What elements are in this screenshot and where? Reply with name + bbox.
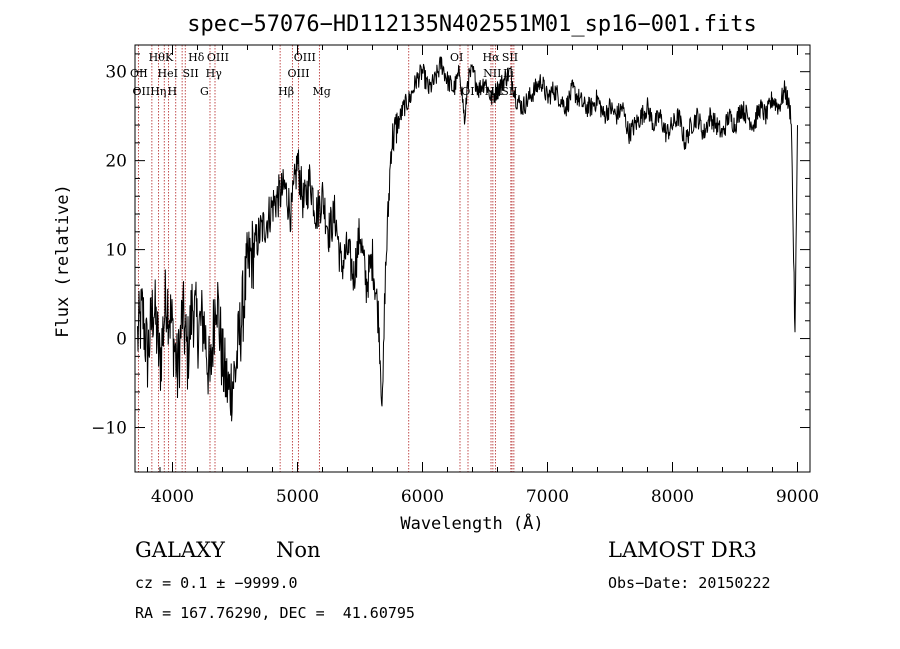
y-tick-label-4: 30 (105, 63, 127, 83)
spectrum-line (137, 56, 798, 422)
y-axis-label: Flux (relative) (53, 184, 73, 338)
line-label-6: Hα (483, 51, 501, 64)
line-label-5: OI (450, 51, 463, 64)
line-label-16: H (168, 85, 178, 98)
survey-name: LAMOST DR3 (608, 538, 757, 562)
line-label-17: G (200, 85, 209, 98)
line-label-3: OIII (207, 51, 229, 64)
x-tick-label-2: 6000 (401, 487, 444, 507)
plot-frame (134, 44, 811, 473)
line-label-11: Hγ (206, 67, 223, 80)
line-label-10: SII (183, 67, 199, 80)
y-axis-ticks: −10 0 10 20 30 (91, 53, 810, 439)
x-tick-label-3: 7000 (526, 487, 569, 507)
line-label-15: OIIHη (133, 85, 167, 98)
line-label-9: HeI (158, 67, 178, 80)
ra-dec-line: RA = 167.76290, DEC = 41.60795 (135, 604, 415, 622)
line-label-20: OI (461, 85, 474, 98)
line-label-4: OIII (294, 51, 316, 64)
line-label-13: NII (483, 67, 501, 80)
x-axis-ticks: 4000 5000 6000 7000 8000 9000 (147, 45, 819, 507)
x-tick-label-5: 9000 (776, 487, 819, 507)
x-tick-label-1: 5000 (276, 487, 319, 507)
redshift-line: cz = 0.1 ± −9999.0 (135, 574, 298, 592)
y-tick-label-0: −10 (91, 419, 127, 439)
y-tick-label-3: 20 (105, 152, 127, 172)
line-label-18: Hβ (278, 85, 294, 98)
line-label-0: Hθ (149, 51, 166, 64)
line-label-8: OII (130, 67, 148, 80)
x-axis-label: Wavelength (Å) (400, 512, 543, 534)
line-label-12: OIII (288, 67, 310, 80)
object-class: GALAXY (135, 538, 225, 562)
chart-title: spec−57076−HD112135N402551M01_sp16−001.f… (187, 12, 757, 37)
line-label-2: Hδ (188, 51, 205, 64)
x-tick-label-4: 8000 (651, 487, 694, 507)
y-tick-label-1: 0 (116, 330, 127, 350)
emission-line-markers (137, 45, 515, 472)
line-label-1: K (165, 51, 174, 64)
x-tick-label-0: 4000 (151, 487, 194, 507)
line-label-19: Mg (313, 85, 331, 98)
y-tick-label-2: 10 (105, 241, 127, 261)
obs-date: Obs−Date: 20150222 (608, 574, 771, 592)
line-label-7: SII (502, 51, 518, 64)
object-subclass: Non (276, 538, 321, 562)
